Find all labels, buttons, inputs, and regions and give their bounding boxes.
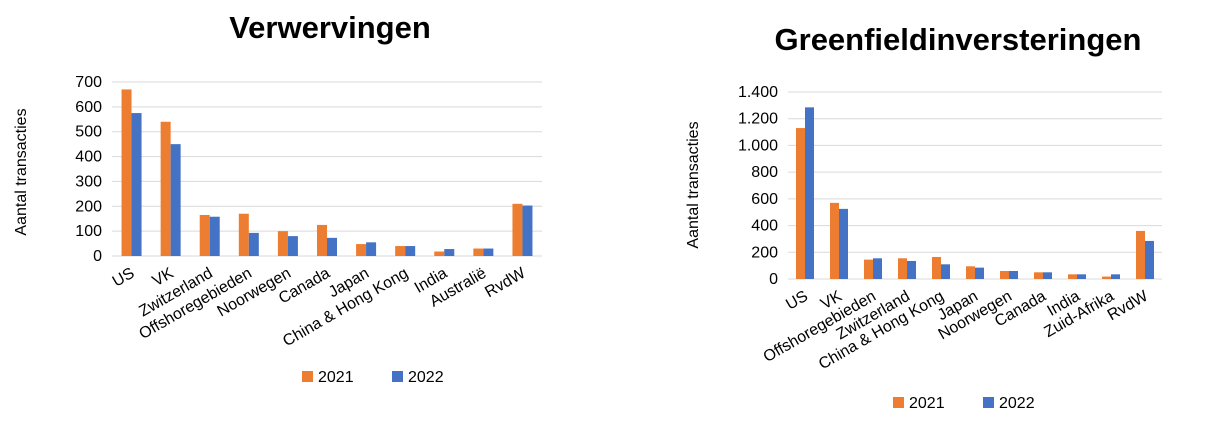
chart2-ytick-label: 400 [751,218,778,235]
chart1-ytick-label: 300 [75,173,102,190]
chart2-ytick-label: 800 [751,164,778,181]
chart1-bar-2021 [434,251,445,256]
chart2-bar-2022 [1043,272,1052,279]
chart1-bar-2022 [327,237,337,256]
chart2-title: Greenfieldinversteringen [775,22,1142,57]
chart2-bar-2022 [1145,240,1154,279]
chart2-bar-2021 [830,202,839,279]
chart1-legend-2022: 2022 [408,369,444,386]
chart1-ytick-label: 200 [75,198,102,215]
chart1-category-label: US [110,265,138,291]
chart1-ylabel: Aantal transacties [13,108,30,235]
chart2-ytick-label: 200 [751,244,778,261]
chart1-legend-swatch-2021 [302,371,313,382]
chart2-bar-2021 [1000,270,1009,279]
chart1-bar-2021 [473,248,484,256]
chart2-category-label: RvdW [1105,287,1152,324]
chart2-bar-2022 [1009,270,1018,279]
chart2-bar-2022 [941,264,950,279]
chart1-bar-2022 [522,205,533,256]
chart1-title: Verwervingen [229,10,431,45]
chart1-ytick-label: 600 [75,99,102,116]
chart1-bar-2022 [209,216,220,256]
chart1-ytick-label: 400 [75,149,102,166]
chart2-ytick-label: 1.000 [738,137,778,154]
chart1-bar-2022 [366,242,377,256]
chart2-bar-2021 [1102,276,1111,279]
chart2-legend-swatch-2022 [983,397,994,408]
chart2-bar-2021 [898,258,907,279]
chart2-ytick-label: 1.200 [738,111,778,128]
chart1-legend-swatch-2022 [392,371,403,382]
chart2-bar-2022 [975,267,984,279]
chart2-bar-2022 [1111,274,1120,279]
chart2-bar-2021 [1068,274,1077,279]
chart1-bar-2021 [121,89,132,256]
chart1-bar-2021 [512,203,523,256]
chart1-bar-2021 [356,244,367,256]
chart1-bar-2022 [444,249,455,256]
chart1-bar-2022 [287,236,298,256]
chart1-bar-2021 [277,231,288,256]
chart1-bar-2022 [131,113,142,256]
chart1-bar-2021 [238,213,249,256]
chart1-ytick-label: 700 [75,74,102,91]
chart1-bar-2022 [248,232,259,256]
chart1-bar-2021 [317,224,327,256]
chart1-bar-2021 [199,214,210,256]
chart2-bar-2021 [1136,230,1145,279]
chart2-legend-2022: 2022 [999,395,1035,412]
chart2-ytick-label: 1.400 [738,84,778,101]
chart1-bar-2021 [395,246,406,256]
chart2-legend-swatch-2021 [893,397,904,408]
chart2-bar-2022 [1077,274,1086,279]
chart1-ytick-label: 0 [93,248,102,265]
chart2-bar-2022 [805,107,814,279]
chart1-ytick-label: 500 [75,124,102,141]
chart2-legend-2021: 2021 [909,395,945,412]
chart2-bar-2021 [864,259,873,279]
chart1-legend-2021: 2021 [318,369,354,386]
chart1-category-label: RvdW [482,264,529,301]
chart1-ytick-label: 100 [75,223,102,240]
chart2-bar-2021 [796,128,805,279]
chart2-bar-2021 [932,256,941,279]
chart2-bar-2022 [873,258,882,279]
chart2-ylabel: Aantal transacties [685,121,702,248]
chart1-bar-2022 [483,248,494,256]
chart1-bar-2021 [160,121,171,257]
chart2-bar-2021 [1034,272,1043,279]
chart1-bar-2022 [170,144,181,256]
chart2-ytick-label: 600 [751,191,778,208]
chart1-bar-2022 [405,246,416,256]
chart2-ytick-label: 0 [769,271,778,288]
chart2-bar-2022 [839,208,848,279]
chart2-bar-2022 [907,260,916,279]
chart2-bar-2021 [966,266,975,279]
chart2-category-label: US [783,288,811,314]
